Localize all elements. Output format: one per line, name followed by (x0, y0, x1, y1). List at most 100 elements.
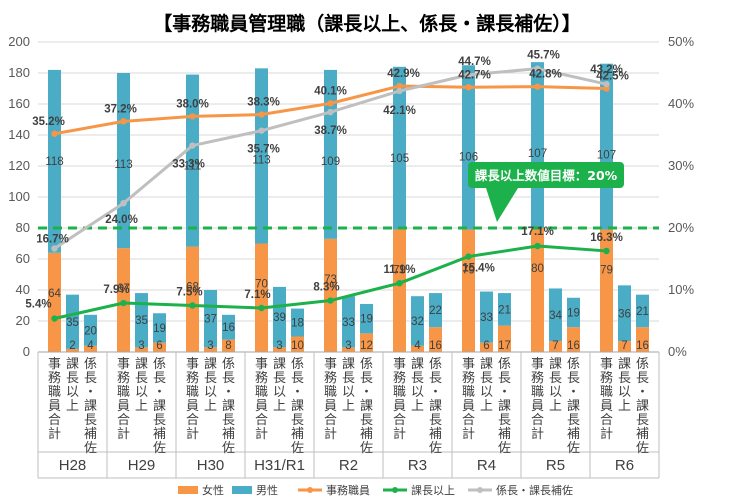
ratio-label: 42.1% (383, 105, 416, 117)
year-label: H30 (197, 457, 225, 474)
male-value-label: 33 (342, 317, 355, 329)
female-value-label: 7 (552, 340, 558, 352)
category-label: 事務職員合計 (600, 357, 613, 442)
female-value-label: 67 (117, 283, 130, 295)
male-value-label: 35 (66, 317, 79, 329)
bar-female (291, 336, 304, 352)
ratio-label: 7.5% (176, 287, 202, 299)
male-value-label: 21 (636, 306, 649, 318)
male-value-label: 109 (321, 156, 340, 168)
category-label: 係長・課長補佐 (498, 357, 511, 456)
category-label: 課長以上 (66, 356, 79, 414)
bar-male (567, 297, 580, 328)
ratio-label: 15.4% (462, 263, 495, 275)
target-callout-label: 課長以上数値目標：20% (475, 168, 618, 183)
female-value-label: 12 (360, 340, 373, 352)
bar-male (255, 68, 268, 244)
ratio-label: 7.9% (103, 284, 129, 296)
bar-male (411, 296, 424, 346)
category-label: 課長以上 (342, 356, 355, 414)
year-label: R6 (615, 457, 634, 474)
bar-female (429, 327, 442, 352)
female-value-label: 3 (345, 340, 351, 352)
ratio-label: 17.1% (521, 226, 554, 238)
ratio-point (396, 279, 403, 287)
male-value-label: 18 (291, 318, 304, 330)
male-value-label: 106 (459, 151, 478, 163)
male-value-label: 21 (498, 304, 511, 316)
female-value-label: 70 (255, 279, 268, 291)
male-value-label: 113 (252, 154, 270, 166)
female-value-label: 3 (207, 340, 213, 352)
bar-female (531, 228, 544, 352)
ratio-point (258, 304, 265, 312)
legend-marker (477, 487, 483, 493)
ratio-point (465, 71, 472, 79)
legend-marker (307, 487, 313, 493)
bar-female (600, 229, 613, 352)
bar-male (84, 314, 97, 346)
ratio-label: 16.7% (36, 233, 69, 245)
ratio-point (120, 118, 127, 125)
bar-female (411, 345, 424, 352)
ratio-label: 44.7% (458, 56, 491, 68)
legend-label: 女性 (202, 483, 224, 497)
bar-female (255, 243, 268, 352)
category-label: 係長・課長補佐 (429, 357, 442, 456)
bar-female (135, 347, 148, 352)
male-value-label: 36 (618, 308, 631, 320)
female-value-label: 73 (324, 274, 337, 286)
left-axis-tick: 180 (8, 65, 30, 80)
left-axis-tick: 160 (8, 96, 30, 111)
category-label: 係長・課長補佐 (567, 357, 580, 456)
category-label: 課長以上 (480, 356, 493, 414)
male-value-label: 105 (390, 153, 409, 165)
bar-female (84, 345, 97, 352)
ratio-label: 35.7% (247, 144, 280, 156)
female-value-label: 2 (69, 340, 75, 352)
ratio-label: 5.4% (25, 299, 51, 311)
female-value-label: 16 (567, 340, 580, 352)
bar-male (498, 293, 511, 326)
bar-female (567, 327, 580, 352)
ratio-point (120, 200, 127, 207)
left-axis-tick: 80 (16, 220, 30, 235)
category-label: 係長・課長補佐 (153, 357, 166, 456)
male-value-label: 32 (411, 316, 424, 328)
bar-female (549, 341, 562, 352)
male-value-label: 16 (222, 322, 235, 334)
category-label: 課長以上 (618, 356, 631, 414)
year-label: R2 (339, 457, 358, 474)
ratio-point (327, 108, 334, 116)
category-label: 事務職員合計 (255, 357, 268, 442)
right-axis-tick: 40% (668, 96, 694, 111)
year-label: H29 (128, 457, 156, 474)
male-value-label: 39 (273, 312, 286, 324)
bar-female (342, 347, 355, 352)
target-callout-pointer (486, 188, 518, 222)
male-value-label: 19 (153, 323, 166, 335)
legend-marker (392, 487, 398, 493)
bar-female (186, 246, 199, 352)
ratio-label: 38.3% (247, 97, 280, 109)
male-value-label: 111 (184, 161, 201, 173)
category-label: 課長以上 (549, 356, 562, 414)
left-axis-tick: 120 (8, 158, 30, 173)
female-value-label: 3 (138, 340, 144, 352)
ratio-point (327, 100, 334, 107)
bar-male (618, 285, 631, 342)
legend-label: 係長・課長補佐 (496, 483, 573, 497)
ratio-label: 43.2% (590, 64, 623, 76)
category-label: 課長以上 (204, 356, 217, 414)
category-label: 係長・課長補佐 (291, 357, 304, 456)
bar-male (204, 290, 217, 348)
male-value-label: 19 (567, 307, 580, 319)
bar-male (600, 63, 613, 230)
male-value-label: 118 (45, 156, 63, 168)
ratio-point (396, 82, 403, 90)
bar-male (48, 69, 61, 253)
ratio-point (189, 142, 196, 149)
male-value-label: 107 (528, 148, 547, 160)
female-value-label: 4 (414, 340, 421, 352)
